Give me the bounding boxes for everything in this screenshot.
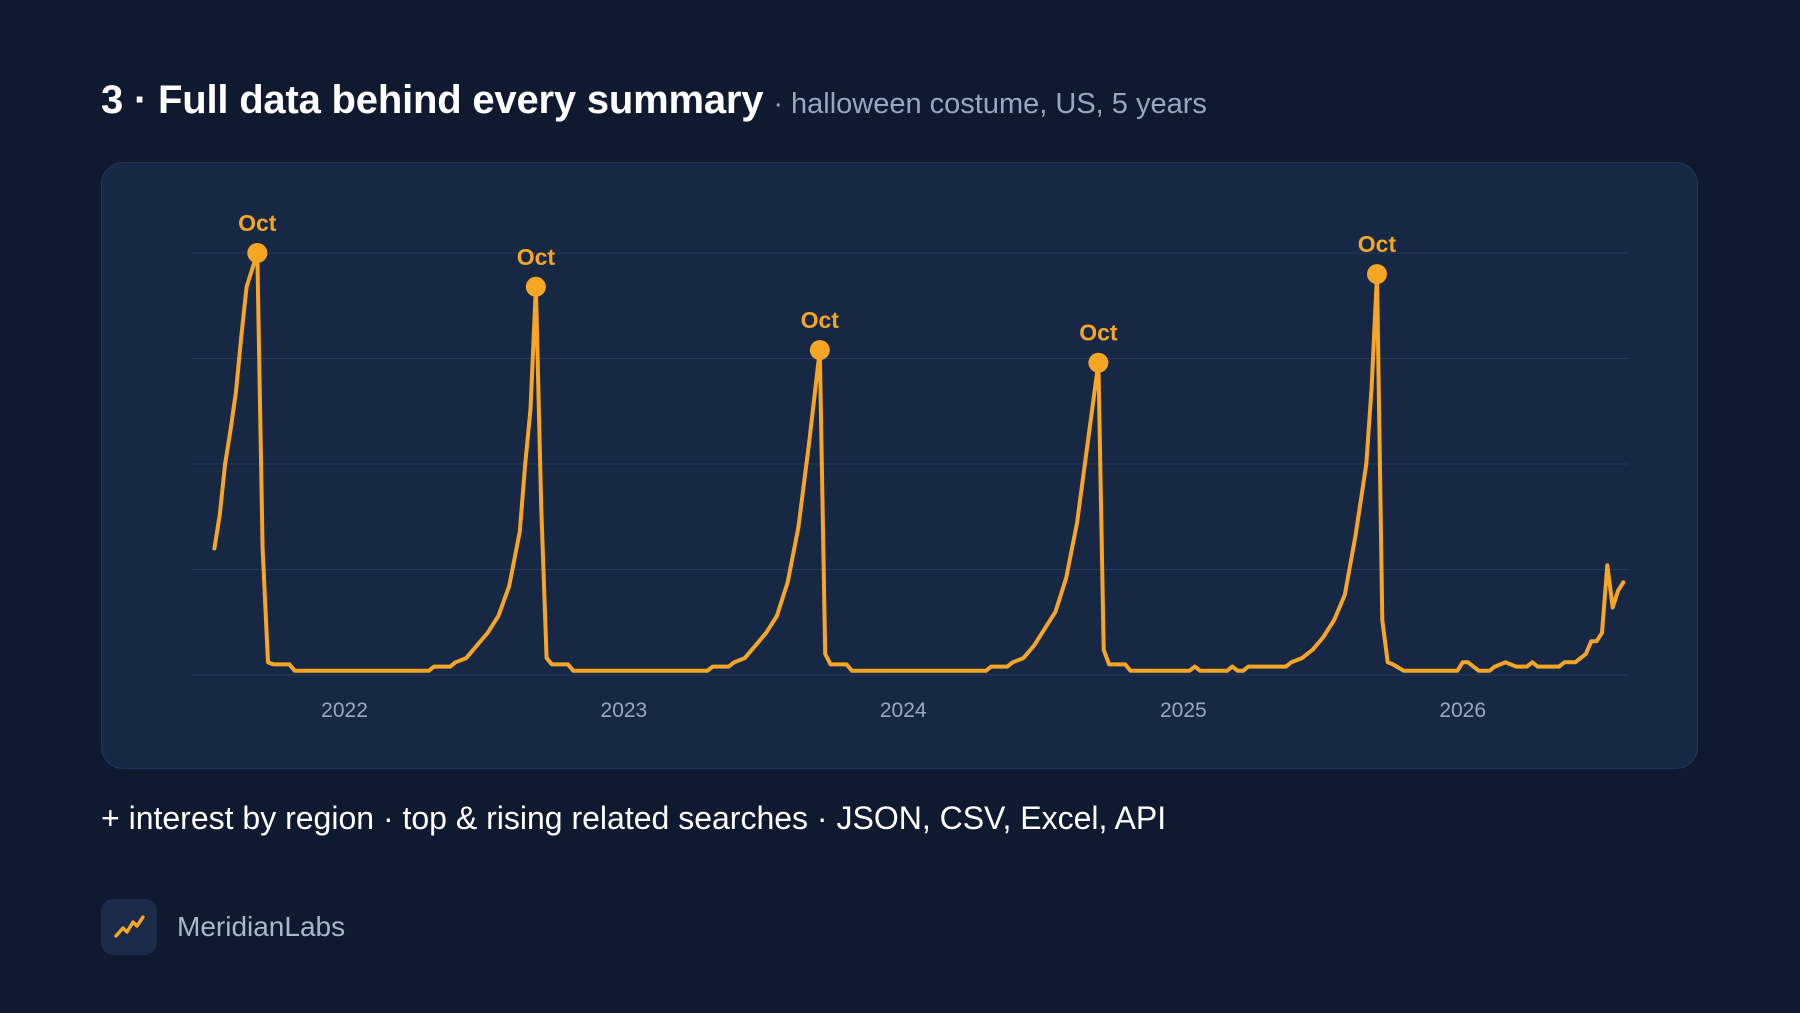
- x-tick-label: 2026: [1439, 699, 1486, 722]
- chart-grid: [193, 252, 1628, 676]
- peak-point: [1366, 264, 1387, 285]
- peak-point: [1088, 352, 1109, 373]
- peak-label: Oct: [801, 307, 840, 333]
- x-tick-label: 2024: [880, 699, 927, 722]
- page-title: 3 · Full data behind every summary: [101, 78, 764, 122]
- peak-label: Oct: [238, 210, 277, 236]
- peak-point: [809, 340, 830, 361]
- peak-label: Oct: [517, 244, 556, 270]
- x-tick-label: 2023: [601, 699, 648, 722]
- x-axis-ticks: 2022 2023 2024 2025 2026: [321, 699, 1486, 722]
- peak-point: [525, 276, 546, 297]
- page-subtitle: · halloween costume, US, 5 years: [773, 88, 1207, 120]
- title-row: 3 · Full data behind every summary · hal…: [101, 78, 1207, 123]
- x-tick-label: 2025: [1160, 699, 1207, 722]
- footnote: + interest by region · top & rising rela…: [101, 800, 1167, 836]
- trend-chart: 2022 2023 2024 2025 2026 Oct Oct Oct Oct Oct: [193, 210, 1628, 722]
- trend-up-icon: [101, 899, 157, 955]
- peak-label: Oct: [1358, 231, 1397, 257]
- brand: MeridianLabs: [101, 899, 345, 955]
- brand-name: MeridianLabs: [177, 911, 346, 942]
- peak-point: [247, 243, 268, 263]
- chart-card: 2022 2023 2024 2025 2026 Oct Oct Oct Oct Oct: [101, 162, 1698, 769]
- series-line: [212, 251, 1626, 673]
- peak-label: Oct: [1079, 320, 1118, 346]
- x-tick-label: 2022: [321, 699, 368, 722]
- peak-markers: Oct Oct Oct Oct Oct: [238, 210, 1396, 373]
